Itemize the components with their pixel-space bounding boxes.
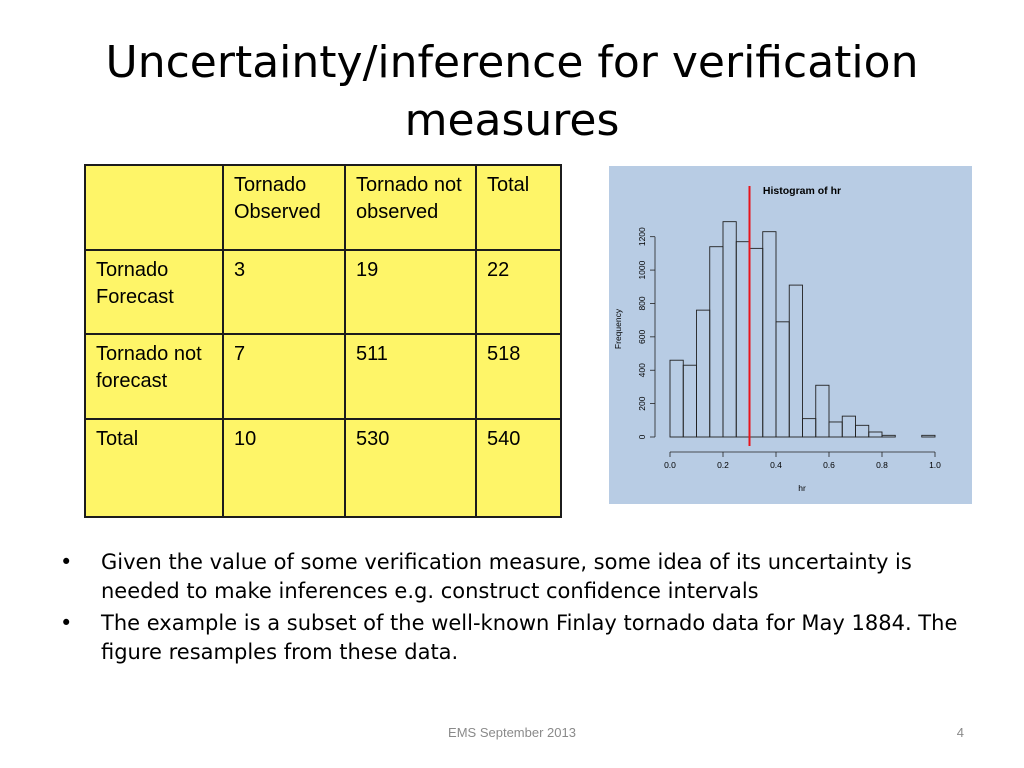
table-row-label: Tornado not forecast (84, 333, 224, 420)
bullet-item: • Given the value of some verification m… (60, 548, 970, 606)
histogram-bar (802, 418, 817, 438)
table-cell: 22 (475, 248, 562, 336)
table-header-cell: Tornado Observed (222, 164, 346, 251)
histogram-chart: Histogram of hr 0.0 0.2 0.4 0.6 0.8 1.0 hr 0 200 4… (613, 185, 941, 493)
x-tick-label: 0.0 (664, 460, 676, 470)
bullet-list: • Given the value of some verification m… (60, 548, 970, 670)
histogram-bar (788, 284, 803, 438)
histogram-bar (669, 359, 684, 438)
x-tick-label: 0.8 (876, 460, 888, 470)
table-header-cell: Tornado not observed (344, 164, 477, 251)
table-cell: 530 (344, 418, 477, 518)
table-row-label: Total (84, 418, 224, 518)
histogram-bar (921, 434, 936, 438)
x-tick-label: 0.4 (770, 460, 782, 470)
histogram-bar (762, 231, 777, 438)
histogram-bar (709, 246, 724, 438)
histogram-bar (749, 247, 764, 438)
y-axis-label: Frequency (613, 308, 623, 349)
slide-title: Uncertainty/inference for verification m… (105, 37, 919, 146)
y-tick-label: 400 (637, 363, 647, 377)
table-cell: 540 (475, 418, 562, 518)
histogram-bar (735, 241, 750, 438)
histogram-bar (868, 431, 883, 438)
table-row: Total 10 530 540 (84, 418, 562, 518)
table-header-cell: Total (475, 164, 562, 251)
x-tick-label: 0.2 (717, 460, 729, 470)
table-cell: 10 (222, 418, 346, 518)
histogram-bar (815, 384, 830, 438)
bullet-text: Given the value of some verification mea… (101, 550, 912, 603)
table-cell: 3 (222, 248, 346, 336)
x-axis-label: hr (798, 483, 806, 493)
table-cell: 518 (475, 333, 562, 420)
table-cell: 511 (344, 333, 477, 420)
y-tick-label: 800 (637, 296, 647, 310)
y-tick-label: 1200 (637, 227, 647, 246)
table-row-label: Tornado Forecast (84, 248, 224, 336)
table-corner-cell (84, 164, 224, 251)
bullet-dot: • (60, 550, 73, 574)
y-tick-label: 0 (637, 434, 647, 439)
y-tick-label: 200 (637, 396, 647, 410)
histogram-bar (881, 434, 896, 438)
bullet-dot: • (60, 611, 73, 635)
histogram-bar (828, 421, 843, 438)
y-tick-label: 1000 (637, 260, 647, 279)
table-cell: 7 (222, 333, 346, 420)
histogram-bar (722, 221, 737, 438)
table-row: Tornado Forecast 3 19 22 (84, 248, 562, 336)
histogram-bar (855, 424, 870, 438)
x-tick-label: 1.0 (929, 460, 941, 470)
bullet-text: The example is a subset of the well-know… (101, 611, 958, 664)
table-row: Tornado not forecast 7 511 518 (84, 333, 562, 420)
table-header-row: Tornado Observed Tornado not observed To… (84, 164, 562, 251)
table-cell: 19 (344, 248, 477, 336)
histogram-bar (682, 364, 697, 438)
histogram-bar (841, 415, 856, 438)
contingency-table: Tornado Observed Tornado not observed To… (84, 164, 562, 518)
page-number: 4 (956, 725, 964, 740)
histogram-bar (696, 309, 711, 438)
y-tick-label: 600 (637, 329, 647, 343)
bullet-item: • The example is a subset of the well-kn… (60, 609, 970, 667)
histogram-panel: Histogram of hr 0.0 0.2 0.4 0.6 0.8 1.0 hr 0 200 4… (609, 166, 972, 504)
chart-title: Histogram of hr (763, 185, 841, 197)
histogram-bar (775, 321, 790, 438)
x-tick-label: 0.6 (823, 460, 835, 470)
footer-text: EMS September 2013 (448, 725, 576, 740)
